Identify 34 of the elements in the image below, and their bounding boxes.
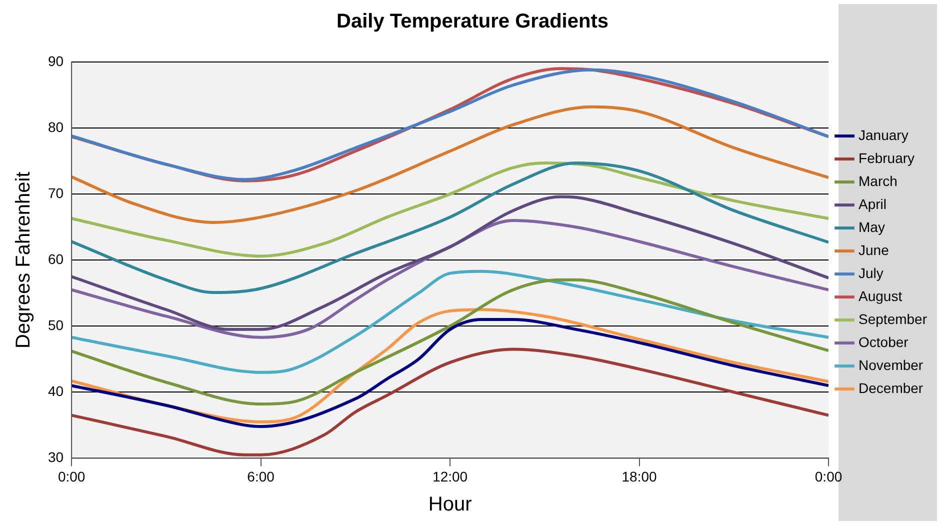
x-tick-label: 0:00 (814, 468, 842, 484)
legend-label: October (858, 334, 909, 350)
line-series (72, 162, 829, 294)
y-tick-label: 70 (48, 184, 64, 201)
legend-label: June (858, 242, 890, 258)
y-tick-label: 40 (48, 383, 64, 400)
y-tick-label: 90 (48, 52, 64, 69)
x-tick-label: 18:00 (622, 468, 658, 484)
line-series (72, 195, 829, 331)
legend-label: February (858, 150, 915, 166)
y-tick-label: 60 (48, 250, 64, 267)
x-axis-title: Hour (428, 494, 472, 516)
legend-label: August (858, 288, 902, 304)
y-tick-label: 50 (48, 316, 64, 333)
legend-label: September (858, 310, 928, 327)
line-series (72, 270, 829, 374)
x-tick-label: 0:00 (58, 468, 86, 484)
line-series (72, 105, 829, 224)
chart-title: Daily Temperature Gradients (336, 10, 608, 33)
legend-label: March (858, 172, 898, 189)
line-series (72, 218, 829, 339)
line-series (72, 162, 829, 258)
y-tick-label: 80 (48, 118, 64, 135)
legend-label: May (858, 218, 885, 235)
legend-label: July (858, 264, 884, 281)
legend-label: November (858, 356, 924, 373)
y-tick-label: 30 (48, 449, 64, 466)
legend-label: April (858, 196, 887, 212)
x-tick-label: 12:00 (432, 468, 468, 484)
legend-label: December (858, 380, 924, 396)
y-axis-title: Degrees Fahrenheit (12, 171, 35, 348)
x-tick-label: 6:00 (247, 468, 275, 484)
line-series (72, 278, 829, 406)
legend-label: January (858, 126, 908, 143)
